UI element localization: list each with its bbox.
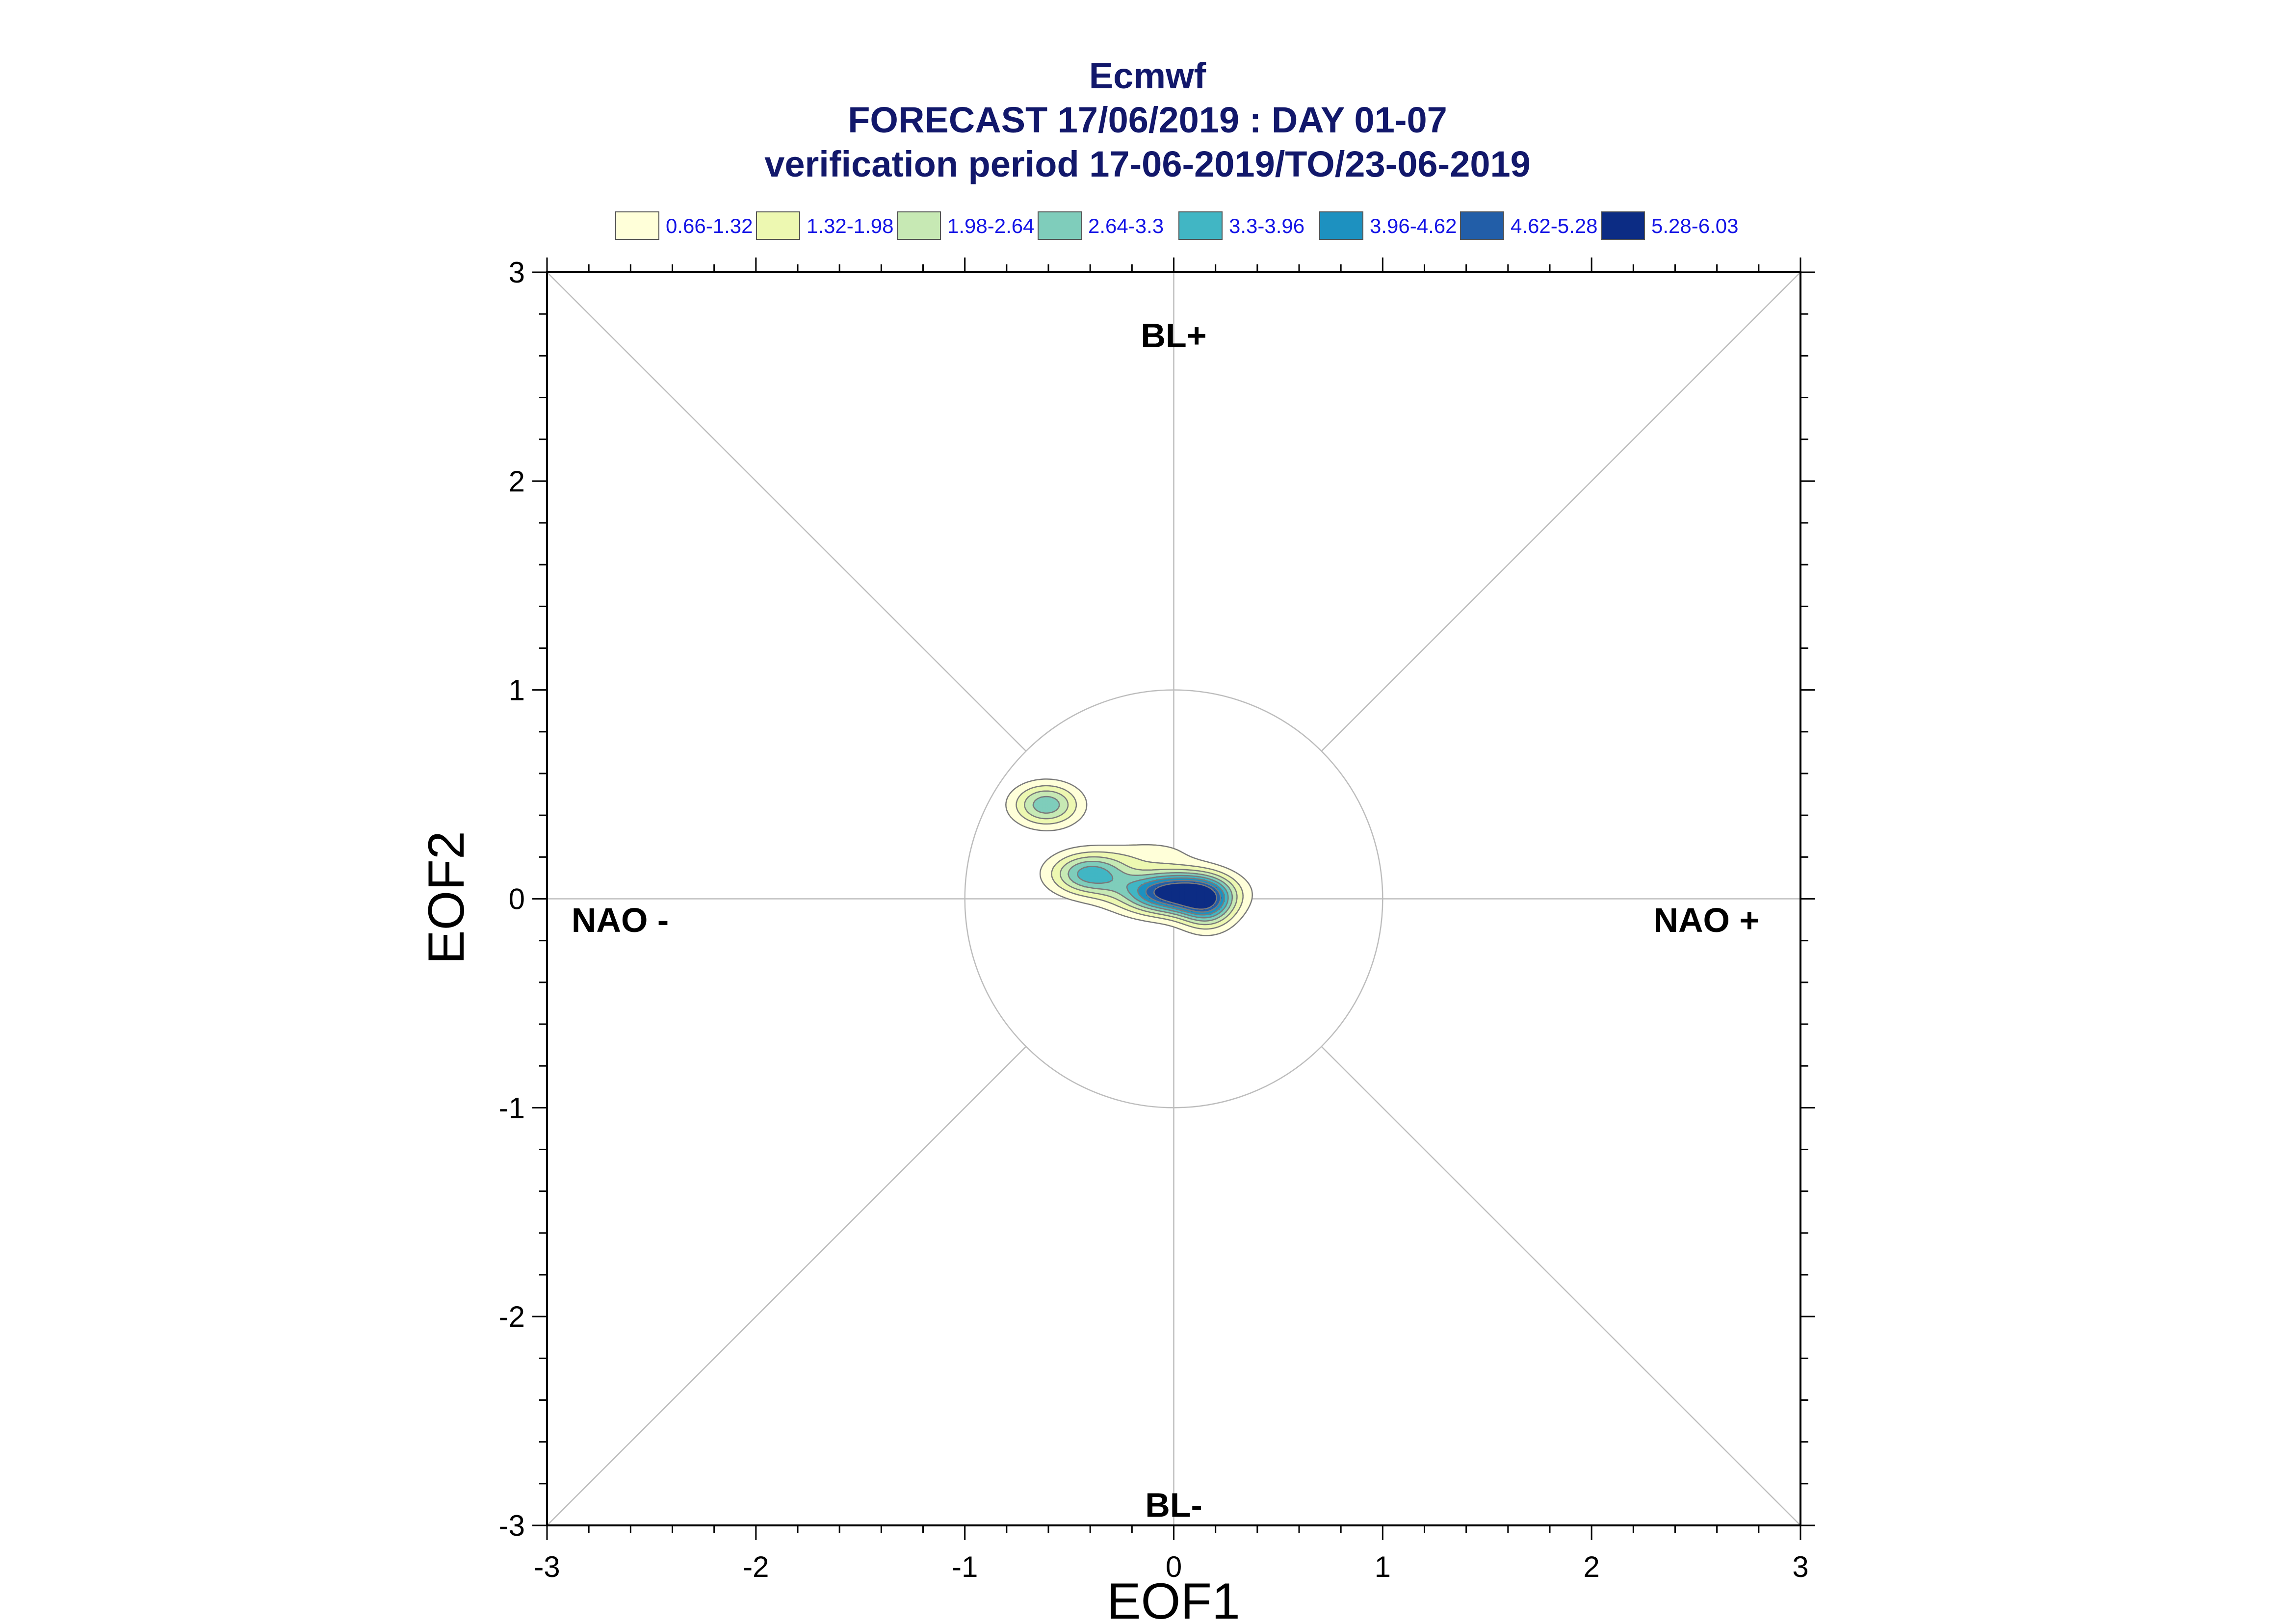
regime-label-bl-plus: BL+ <box>1141 316 1206 355</box>
x-tick-label: 1 <box>1375 1550 1391 1583</box>
density-contours <box>1005 778 1253 936</box>
legend-swatch-4 <box>1038 211 1082 240</box>
density-contour-line-level-1 <box>1005 778 1253 936</box>
x-axis-label: EOF1 <box>1107 1573 1240 1624</box>
guide-diagonal-lower-left <box>547 1046 1027 1526</box>
y-axis-label: EOF2 <box>418 831 475 964</box>
legend-swatch-8 <box>1601 211 1645 240</box>
legend-swatch-7 <box>1460 211 1504 240</box>
regime-label-nao-plus: NAO + <box>1653 901 1759 939</box>
x-tick-label: 3 <box>1792 1550 1808 1583</box>
x-tick-label: -3 <box>534 1550 560 1583</box>
chart-subtitle-verification: verification period 17-06-2019/TO/23-06-… <box>764 144 1531 184</box>
x-tick-label: -1 <box>952 1550 978 1583</box>
y-tick-label: 0 <box>509 883 525 916</box>
guide-diagonal-upper-right <box>1321 272 1801 752</box>
chart-subtitle: FORECAST 17/06/2019 : DAY 01-07 <box>848 100 1447 140</box>
density-contour-line-level-6 <box>1137 877 1225 916</box>
legend-swatch-2 <box>756 211 800 240</box>
legend-swatch-1 <box>615 211 659 240</box>
chart-title: Ecmwf <box>1089 55 1206 96</box>
y-tick-label: 3 <box>509 256 525 289</box>
guide-diagonal-upper-left <box>547 272 1027 752</box>
legend-label-3: 1.98-2.64 <box>947 214 1034 237</box>
axis-ticks: -3 -2 -1 0 1 2 3 -3 -2 -1 0 1 2 3 <box>499 256 1815 1583</box>
y-tick-label: 2 <box>509 465 525 498</box>
density-contour-line-level-4 <box>1032 796 1233 922</box>
legend-label-6: 3.96-4.62 <box>1370 214 1457 237</box>
regime-label-bl-minus: BL- <box>1145 1486 1202 1524</box>
legend-label-7: 4.62-5.28 <box>1511 214 1597 237</box>
legend-swatch-3 <box>897 211 941 240</box>
y-tick-label: -1 <box>499 1091 525 1124</box>
legend-label-1: 0.66-1.32 <box>666 214 753 237</box>
density-contour-line-level-8 <box>1153 882 1218 910</box>
legend-label-5: 3.3-3.96 <box>1229 214 1304 237</box>
legend-label-2: 1.32-1.98 <box>807 214 893 237</box>
x-tick-label: 2 <box>1583 1550 1599 1583</box>
density-contour-line-level-7 <box>1145 879 1222 913</box>
density-contour-line-level-2 <box>1016 785 1244 930</box>
legend-swatch-5 <box>1178 211 1223 240</box>
y-tick-label: -2 <box>499 1300 525 1333</box>
legend-label-4: 2.64-3.3 <box>1088 214 1164 237</box>
x-tick-label: -2 <box>743 1550 769 1583</box>
x-tick-label: 0 <box>1166 1550 1182 1583</box>
regime-label-nao-minus: NAO - <box>572 901 669 939</box>
density-contour-line-level-3 <box>1024 790 1238 926</box>
density-contour-line-level-5 <box>1077 866 1229 919</box>
legend-label-8: 5.28-6.03 <box>1651 214 1738 237</box>
y-tick-label: -3 <box>499 1509 525 1542</box>
guide-diagonal-lower-right <box>1321 1046 1801 1526</box>
density-fill-level-8 <box>1154 882 1217 910</box>
reference-circle <box>964 689 1383 1108</box>
legend-swatch-6 <box>1319 211 1363 240</box>
y-tick-label: 1 <box>509 674 525 707</box>
legend: 0.66-1.32 1.32-1.98 1.98-2.64 2.64-3.3 3.3-3… <box>615 211 1738 240</box>
regime-labels: BL+ BL- NAO - NAO + <box>572 316 1759 1524</box>
plot-area: -3 -2 -1 0 1 2 3 -3 -2 -1 0 1 2 3 BL+ BL- NAO - NAO + <box>499 256 1815 1583</box>
